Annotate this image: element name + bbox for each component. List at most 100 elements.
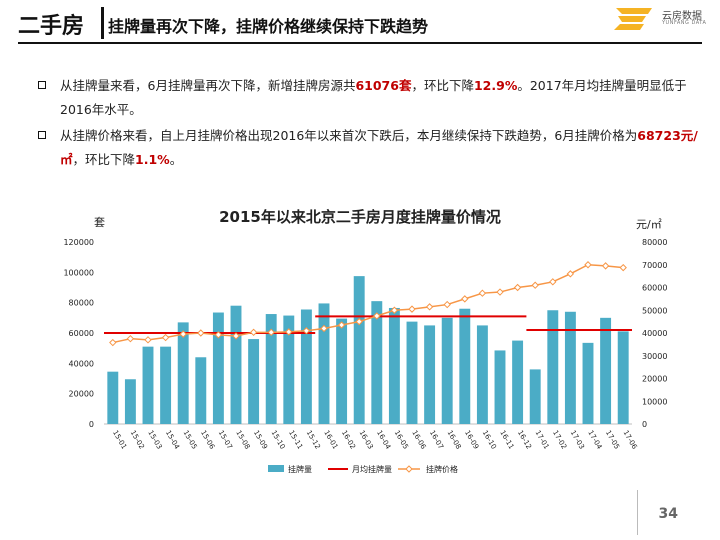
price-marker [513, 283, 522, 292]
x-axis-tick-label: 16-04 [375, 429, 392, 451]
legend-label: 挂牌量 [288, 464, 312, 474]
x-axis-tick-label: 16-03 [357, 429, 374, 451]
bar-listing-volume [406, 321, 418, 424]
x-axis-tick-label: 16-08 [445, 429, 462, 451]
x-axis-tick-label: 15-05 [181, 429, 198, 451]
bar-listing-volume [300, 309, 312, 424]
x-axis-tick-label: 17-04 [586, 429, 603, 451]
price-marker [566, 270, 575, 278]
right-axis-tick-label: 20000 [642, 375, 667, 384]
bar-listing-volume [124, 379, 136, 424]
price-marker [144, 336, 152, 344]
chart-title: 2015年以来北京二手房月度挂牌量价情况 [219, 208, 501, 226]
bar-listing-volume [564, 311, 576, 424]
left-axis-tick-label: 20000 [69, 390, 94, 399]
x-axis-tick-label: 17-03 [569, 429, 586, 451]
bullet-listing-price: 从挂牌价格来看，自上月挂牌价格出现2016年以来首次下跌后，本月继续保持下跌趋势… [38, 124, 698, 172]
bar-listing-volume [353, 276, 365, 424]
bullet-text: 从挂牌量来看，6月挂牌量再次下降，新增挂牌房源共 [60, 78, 356, 93]
right-axis-tick-label: 0 [642, 420, 647, 429]
price-marker [197, 329, 205, 337]
legend-price-marker [405, 465, 413, 473]
x-axis-tick-label: 16-10 [481, 429, 498, 451]
highlight-value: 68723元/㎡ [60, 128, 698, 167]
x-axis-tick-label: 15-04 [164, 429, 181, 451]
right-axis-tick-label: 40000 [642, 329, 667, 338]
left-axis-tick-label: 100000 [63, 268, 94, 277]
price-marker [302, 327, 311, 335]
price-marker [109, 338, 117, 347]
bar-listing-volume [177, 322, 189, 424]
price-marker [408, 305, 416, 313]
page-number: 34 [658, 506, 678, 522]
legend-label: 挂牌价格 [426, 464, 458, 474]
bar-listing-volume [600, 317, 612, 424]
bar-listing-volume [582, 342, 594, 424]
price-marker [232, 332, 240, 340]
price-marker [285, 328, 293, 336]
price-marker [496, 288, 504, 296]
x-axis-tick-label: 15-06 [199, 429, 216, 451]
right-axis-tick-label: 60000 [642, 284, 667, 293]
bar-listing-volume [265, 314, 277, 424]
legend-bar-swatch [268, 465, 284, 472]
price-marker [337, 321, 346, 329]
bar-listing-volume [476, 325, 488, 424]
right-axis-tick-label: 10000 [642, 397, 667, 406]
bullet-text: 从挂牌价格来看，自上月挂牌价格出现2016年以来首次下跌后，本月继续保持下跌趋势… [60, 128, 638, 143]
bar-listing-volume [547, 310, 559, 424]
left-axis-tick-label: 60000 [69, 329, 94, 338]
price-marker [373, 312, 381, 320]
bar-listing-volume [336, 318, 348, 424]
x-axis-tick-label: 15-08 [234, 429, 251, 451]
price-marker [443, 300, 451, 309]
price-marker [531, 281, 539, 289]
logo-name: 云房数据 [662, 11, 702, 22]
x-axis-tick-label: 15-10 [269, 429, 286, 451]
price-marker [214, 331, 223, 339]
x-axis-tick-label: 15-11 [287, 429, 304, 451]
header-rule [18, 42, 702, 44]
bar-listing-volume [494, 350, 506, 424]
x-axis-tick-label: 16-06 [410, 429, 427, 451]
x-axis-tick-label: 17-05 [604, 429, 621, 451]
bar-listing-volume [248, 339, 260, 424]
x-axis-tick-label: 15-12 [305, 429, 322, 451]
price-marker [478, 289, 487, 297]
left-axis-tick-label: 120000 [63, 238, 94, 247]
x-axis-tick-label: 17-01 [533, 429, 550, 451]
x-axis-tick-label: 15-09 [252, 429, 269, 451]
page-title: 二手房 [18, 14, 85, 39]
highlight-value: 1.1% [135, 152, 170, 167]
x-axis-tick-label: 16-09 [463, 429, 480, 451]
right-axis-tick-label: 80000 [642, 238, 667, 247]
highlight-value: 61076套 [355, 78, 412, 93]
price-marker [390, 306, 399, 314]
x-axis-tick-label: 15-01 [111, 429, 128, 451]
x-axis-tick-label: 16-02 [340, 429, 357, 451]
right-axis-tick-label: 50000 [642, 306, 667, 315]
x-axis-tick-label: 15-03 [146, 429, 163, 451]
price-marker [249, 328, 258, 337]
bar-listing-volume [388, 307, 400, 424]
x-axis-tick-label: 15-02 [129, 429, 146, 451]
price-marker [584, 261, 592, 269]
bullet-text: ，环比下降 [411, 78, 474, 93]
bar-listing-volume [195, 357, 207, 424]
bar-listing-volume [441, 317, 453, 424]
price-marker [425, 303, 434, 311]
title-divider [101, 7, 104, 39]
logo-icon [614, 8, 652, 30]
logo-english-name: YUNFANG DATA [662, 20, 707, 26]
bullet-square-icon [38, 81, 46, 89]
price-marker [179, 330, 187, 338]
x-axis-tick-label: 17-02 [551, 429, 568, 451]
price-marker [320, 324, 328, 333]
bar-listing-volume [230, 305, 242, 424]
bar-listing-volume [160, 346, 172, 424]
bar-listing-volume [529, 369, 541, 424]
legend-label: 月均挂牌量 [352, 464, 392, 474]
price-marker [461, 295, 469, 303]
highlight-value: 12.9% [473, 78, 518, 93]
x-axis-tick-label: 16-01 [322, 429, 339, 451]
